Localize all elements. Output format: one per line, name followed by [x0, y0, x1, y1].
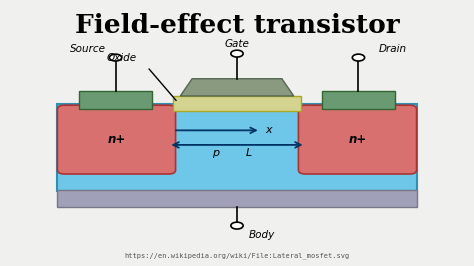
- Circle shape: [231, 50, 243, 57]
- FancyBboxPatch shape: [173, 96, 301, 110]
- Text: Body: Body: [249, 230, 275, 240]
- Circle shape: [352, 54, 365, 61]
- Text: p: p: [212, 148, 219, 158]
- Polygon shape: [180, 79, 294, 96]
- Text: Gate: Gate: [225, 39, 249, 49]
- Text: x: x: [265, 125, 272, 135]
- Text: n+: n+: [107, 133, 126, 146]
- FancyBboxPatch shape: [57, 104, 417, 191]
- FancyBboxPatch shape: [57, 105, 175, 174]
- FancyBboxPatch shape: [57, 190, 417, 207]
- FancyBboxPatch shape: [322, 91, 395, 109]
- Text: Field-effect transistor: Field-effect transistor: [75, 13, 399, 38]
- Text: Oxide: Oxide: [106, 53, 136, 63]
- Circle shape: [109, 54, 122, 61]
- Text: n+: n+: [348, 133, 367, 146]
- Text: Drain: Drain: [379, 44, 407, 54]
- Text: https://en.wikipedia.org/wiki/File:Lateral_mosfet.svg: https://en.wikipedia.org/wiki/File:Later…: [124, 253, 350, 259]
- FancyBboxPatch shape: [79, 91, 152, 109]
- Circle shape: [231, 222, 243, 229]
- Text: L: L: [246, 148, 252, 158]
- FancyBboxPatch shape: [299, 105, 417, 174]
- Text: Source: Source: [70, 44, 106, 54]
